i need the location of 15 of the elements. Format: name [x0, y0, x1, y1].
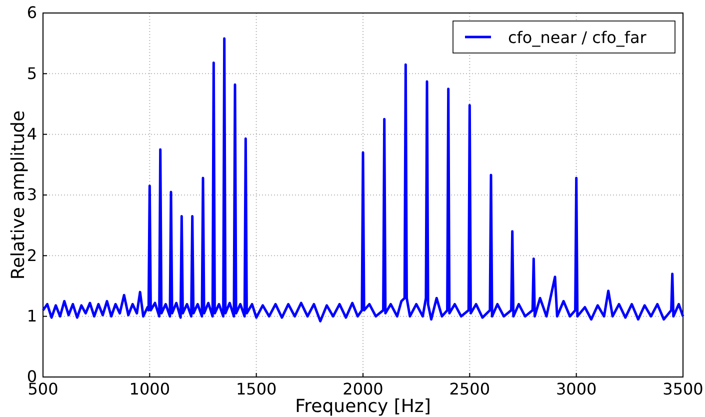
y-tick-label: 3: [26, 185, 37, 204]
y-tick-label: 2: [26, 246, 37, 265]
x-tick-label: 2000: [342, 379, 384, 398]
y-tick-label: 4: [26, 124, 37, 144]
x-axis-title: Frequency [Hz]: [295, 396, 431, 417]
x-tick-label: 3000: [556, 379, 597, 398]
legend-label: cfo_near / cfo_far: [508, 28, 647, 47]
x-tick-label: 1500: [236, 379, 277, 398]
y-tick-label: 1: [26, 306, 37, 326]
x-tick-label: 2500: [449, 379, 490, 398]
y-tick-label: 5: [26, 64, 37, 83]
y-tick-label: 6: [26, 3, 37, 22]
x-tick-label: 1000: [129, 379, 170, 398]
x-tick-label: 3500: [662, 379, 704, 398]
y-axis-title: Relative amplitude: [8, 110, 29, 280]
